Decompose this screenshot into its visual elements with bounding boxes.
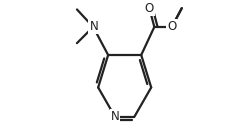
Text: O: O — [167, 20, 176, 33]
Text: N: N — [111, 110, 120, 123]
Text: O: O — [145, 2, 154, 15]
Text: N: N — [90, 20, 98, 33]
